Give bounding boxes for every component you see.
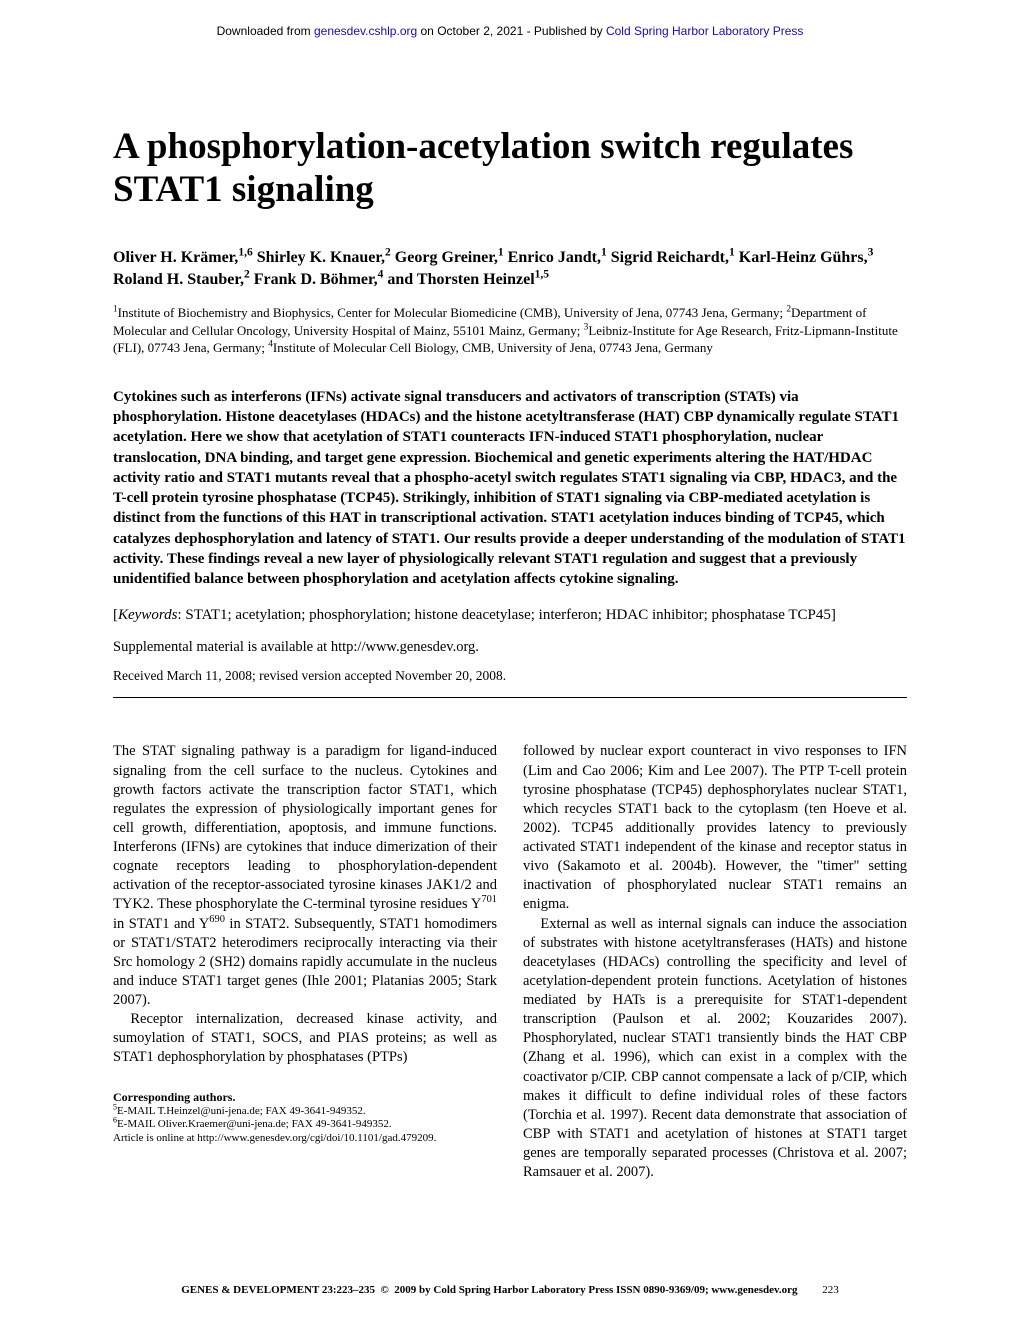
corresponding-authors: Corresponding authors. 5E-MAIL T.Heinzel… xyxy=(113,1090,497,1146)
keywords: [Keywords: STAT1; acetylation; phosphory… xyxy=(113,605,907,625)
corresponding-line-1: 5E-MAIL T.Heinzel@uni-jena.de; FAX 49-36… xyxy=(113,1105,497,1119)
footer-citation: GENES & DEVELOPMENT 23:223–235 © 2009 by… xyxy=(113,1284,907,1296)
banner-link-publisher[interactable]: Cold Spring Harbor Laboratory Press xyxy=(606,24,803,38)
body-para-4: External as well as internal signals can… xyxy=(523,915,907,1183)
authors-line: Oliver H. Krämer,1,6 Shirley K. Knauer,2… xyxy=(113,247,907,290)
column-left: The STAT signaling pathway is a paradigm… xyxy=(113,742,497,1182)
page-number: 223 xyxy=(822,1284,839,1296)
affiliations: 1Institute of Biochemistry and Biophysic… xyxy=(113,304,907,357)
body-para-1: The STAT signaling pathway is a paradigm… xyxy=(113,742,497,1010)
page-content: A phosphorylation-acetylation switch reg… xyxy=(113,126,907,1182)
column-right: followed by nuclear export counteract in… xyxy=(523,742,907,1182)
received-dates: Received March 11, 2008; revised version… xyxy=(113,667,907,685)
page-footer: GENES & DEVELOPMENT 23:223–235 © 2009 by… xyxy=(113,1284,907,1296)
corresponding-line-2: 6E-MAIL Oliver.Kraemer@uni-jena.de; FAX … xyxy=(113,1118,497,1132)
section-rule xyxy=(113,697,907,698)
footer-citation-text: GENES & DEVELOPMENT 23:223–235 © 2009 by… xyxy=(181,1284,797,1296)
body-columns: The STAT signaling pathway is a paradigm… xyxy=(113,742,907,1182)
corresponding-line-3: Article is online at http://www.genesdev… xyxy=(113,1132,497,1146)
corresponding-header: Corresponding authors. xyxy=(113,1090,497,1105)
supplemental-note: Supplemental material is available at ht… xyxy=(113,638,907,658)
body-para-2: Receptor internalization, decreased kina… xyxy=(113,1010,497,1067)
banner-link-source[interactable]: genesdev.cshlp.org xyxy=(314,24,417,38)
download-banner: Downloaded from genesdev.cshlp.org on Oc… xyxy=(0,24,1020,38)
body-para-3: followed by nuclear export counteract in… xyxy=(523,742,907,914)
banner-mid: on October 2, 2021 - Published by xyxy=(417,24,606,38)
abstract: Cytokines such as interferons (IFNs) act… xyxy=(113,387,907,590)
banner-prefix: Downloaded from xyxy=(217,24,314,38)
article-title: A phosphorylation-acetylation switch reg… xyxy=(113,126,907,211)
